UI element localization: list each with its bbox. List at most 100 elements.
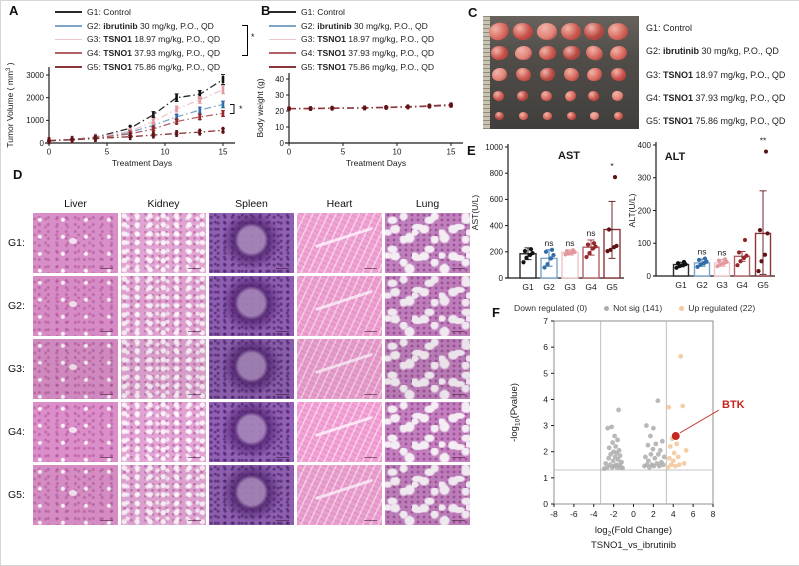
data-point-marker: [175, 105, 178, 113]
scatter-point: [744, 253, 749, 258]
scatter-point: [549, 247, 555, 252]
tumor-sample-g3: [562, 66, 580, 82]
tumor-sample-g2: [609, 45, 627, 61]
tumor-sample-g2: [537, 44, 557, 62]
data-point-marker: [175, 129, 178, 137]
scatter-point: [522, 249, 528, 254]
group-row-label-g5: G5:: [8, 489, 25, 501]
legend-item-g5: G5: TSNO1 75.86 mg/kg, P.O., QD: [646, 116, 785, 127]
category-label: G1: [522, 282, 534, 292]
svg-text:-4: -4: [590, 509, 598, 519]
chart-title: AST: [558, 150, 580, 162]
point-not-sig: [650, 425, 656, 431]
category-label: G4: [736, 280, 748, 290]
histology-grid: Liver Kidney Spleen Heart Lung G1: G2: G3: G4: G5…: [3, 193, 470, 525]
histology-image-g2-lung: [385, 276, 470, 336]
data-point-marker: [152, 111, 155, 119]
svg-text:400: 400: [490, 221, 504, 230]
data-point-marker: [47, 137, 51, 145]
significance-label: *: [610, 161, 614, 171]
histology-image-g4-lung: [385, 402, 470, 462]
category-label: G3: [564, 282, 576, 292]
tumor-sample-g4: [492, 90, 506, 102]
point-not-sig: [659, 438, 665, 444]
organ-header-heart: Heart: [326, 198, 353, 210]
histology-image-g1-heart: [297, 213, 382, 273]
legend-item-text: G2: ibrutinib 30 mg/kg, P.O., QD: [301, 20, 428, 31]
significance-label: **: [760, 136, 767, 146]
tumor-sample-g3: [514, 66, 532, 82]
scatter-point: [530, 251, 535, 256]
scatter-point: [696, 257, 702, 263]
point-up-regulated: [668, 462, 674, 468]
scatter-point: [521, 260, 526, 265]
scatter-point: [551, 252, 556, 258]
svg-text:5: 5: [105, 148, 110, 157]
sig-asterisk: *: [239, 104, 243, 114]
svg-text:0: 0: [647, 272, 652, 281]
scatter-point: [698, 262, 703, 267]
point-not-sig: [652, 455, 658, 461]
svg-text:1000: 1000: [26, 116, 44, 125]
tumor-sample-g5: [542, 111, 552, 121]
point-not-sig: [613, 444, 619, 449]
data-point-marker: [221, 126, 225, 134]
volcano-legend: Down regulated (0) Not sig (141) Up regula…: [514, 303, 755, 313]
legend-item-text: G2: ibrutinib 30 mg/kg, P.O., QD: [646, 46, 779, 57]
legend-item-text: G2: ibrutinib 30 mg/kg, P.O., QD: [87, 20, 214, 31]
scatter-point: [718, 262, 723, 267]
histology-image-g2-kidney: [121, 276, 206, 336]
category-label: G5: [606, 282, 618, 292]
scatter-point: [591, 241, 597, 246]
legend-line-swatch: [55, 52, 82, 54]
svg-text:0: 0: [287, 148, 292, 157]
scatter-point: [570, 248, 576, 253]
svg-text:200: 200: [638, 206, 652, 215]
tumor-sample-g1: [560, 21, 582, 41]
histology-image-g3-kidney: [121, 339, 206, 399]
legend-item-g2: G2: ibrutinib 30 mg/kg, P.O., QD: [646, 46, 785, 57]
scatter-point: [736, 250, 742, 255]
data-point-marker: [175, 117, 178, 125]
data-point-marker: [152, 117, 155, 125]
tumor-sample-g1: [487, 20, 511, 42]
tumor-sample-g5: [589, 111, 599, 121]
svg-text:1: 1: [543, 473, 548, 483]
svg-text:TSNO1_vs_ibrutinib: TSNO1_vs_ibrutinib: [591, 540, 676, 551]
series-line-G1: [48, 78, 224, 142]
tumor-sample-g2: [514, 45, 532, 61]
data-point-marker: [330, 105, 334, 111]
category-label: G2: [543, 282, 555, 292]
point-up-regulated: [676, 462, 682, 468]
svg-text:15: 15: [219, 148, 228, 157]
body-weight-chart: 0 10 20 30 40 0 5 10 15 Treatment Days Body weight…: [255, 73, 463, 168]
data-point-marker: [287, 106, 291, 111]
scatter-point: [759, 259, 764, 264]
legend-line-swatch: [55, 25, 82, 27]
legend-item-text: G1: Control: [646, 23, 693, 34]
point-up-regulated: [672, 463, 678, 469]
scatter-point: [681, 259, 687, 265]
scatter-point: [528, 247, 534, 252]
scatter-point: [756, 268, 761, 274]
data-point-marker: [198, 90, 202, 98]
svg-text:-6: -6: [570, 509, 578, 519]
scatter-point: [593, 244, 598, 249]
panel-f-label: F: [492, 305, 500, 320]
scatter-point: [757, 228, 763, 233]
alt-bar-chart: 0 100 200 300 400 ALT ALT(U/L) G1 G2 ns G3 ns G4 G5 **: [627, 136, 775, 290]
significance-label: ns: [718, 247, 727, 257]
data-point-marker: [198, 128, 202, 136]
btk-label: BTK: [722, 399, 745, 411]
svg-text:6: 6: [543, 342, 548, 352]
point-not-sig: [644, 423, 649, 428]
tumor-sample-g5: [518, 111, 528, 121]
svg-text:300: 300: [638, 174, 652, 183]
svg-text:200: 200: [490, 248, 504, 257]
scatter-point: [763, 149, 769, 154]
legend-item-g2: G2: ibrutinib 30 mg/kg, P.O., QD: [55, 21, 220, 32]
group-row-label-g2: G2:: [8, 300, 25, 312]
svg-text:7: 7: [543, 316, 548, 326]
category-label: G1: [675, 280, 687, 290]
scatter-point: [587, 251, 592, 256]
